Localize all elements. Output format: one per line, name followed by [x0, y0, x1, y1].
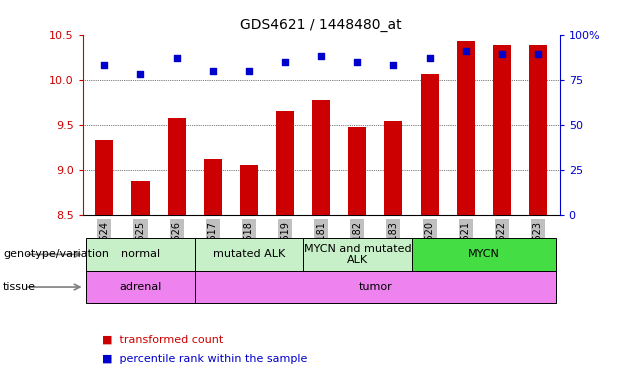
Bar: [86, 238, 195, 271]
Bar: [276, 111, 294, 215]
Bar: [384, 121, 403, 215]
Text: MYCN and mutated
ALK: MYCN and mutated ALK: [303, 243, 411, 265]
Text: MYCN: MYCN: [468, 249, 500, 260]
Text: mutated ALK: mutated ALK: [213, 249, 285, 260]
Point: [244, 68, 254, 74]
Bar: [86, 271, 195, 303]
Bar: [195, 271, 556, 303]
Bar: [411, 238, 556, 271]
Title: GDS4621 / 1448480_at: GDS4621 / 1448480_at: [240, 18, 402, 32]
Point: [460, 48, 471, 54]
Point: [389, 62, 399, 68]
Point: [172, 55, 182, 61]
Text: tissue: tissue: [3, 282, 36, 292]
Bar: [240, 166, 258, 215]
Point: [316, 53, 326, 59]
Bar: [312, 101, 330, 215]
Point: [208, 68, 218, 74]
Text: genotype/variation: genotype/variation: [3, 249, 109, 260]
Bar: [303, 238, 411, 271]
Bar: [457, 41, 474, 215]
Bar: [529, 45, 547, 215]
Point: [352, 59, 363, 65]
Point: [533, 51, 543, 58]
Bar: [168, 118, 186, 215]
Text: ■  percentile rank within the sample: ■ percentile rank within the sample: [102, 354, 307, 364]
Bar: [132, 181, 149, 215]
Bar: [349, 127, 366, 215]
Text: adrenal: adrenal: [120, 282, 162, 292]
Point: [497, 51, 507, 58]
Bar: [204, 159, 222, 215]
Point: [280, 59, 290, 65]
Bar: [95, 140, 113, 215]
Point: [424, 55, 434, 61]
Bar: [195, 238, 303, 271]
Text: tumor: tumor: [359, 282, 392, 292]
Text: ■  transformed count: ■ transformed count: [102, 335, 223, 345]
Point: [99, 62, 109, 68]
Bar: [493, 45, 511, 215]
Text: normal: normal: [121, 249, 160, 260]
Point: [135, 71, 146, 77]
Bar: [420, 74, 439, 215]
